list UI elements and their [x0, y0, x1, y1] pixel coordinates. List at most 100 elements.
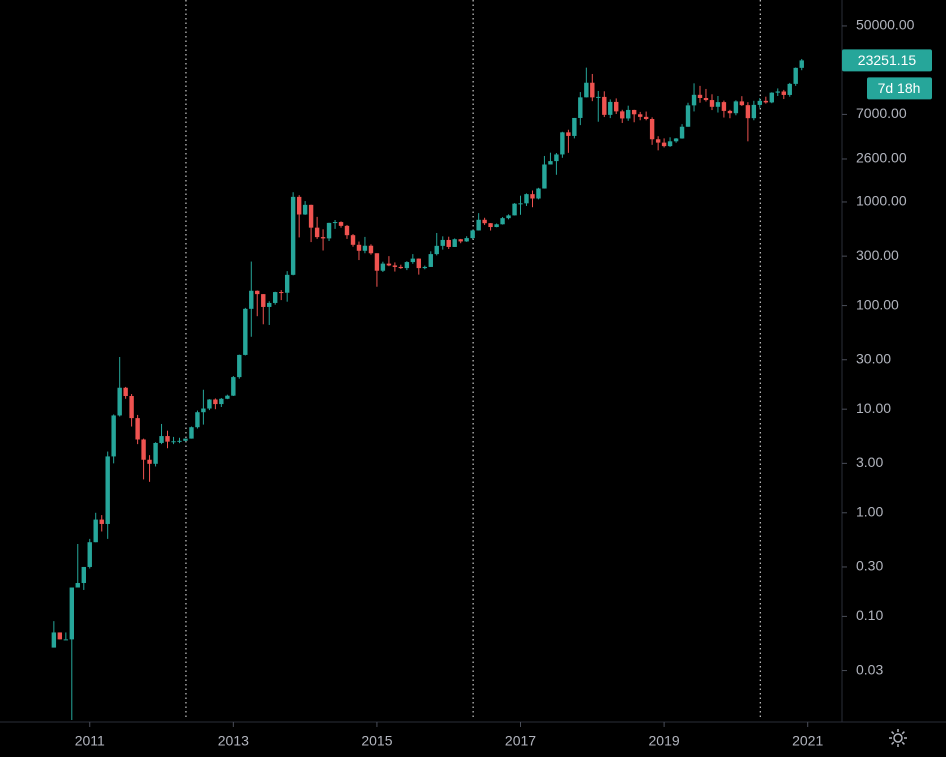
- candle-body: [434, 245, 439, 255]
- candle-body: [165, 436, 170, 442]
- candle-body: [566, 132, 571, 136]
- candle-body: [93, 519, 98, 543]
- candle-body: [308, 204, 314, 228]
- candle-body: [141, 439, 146, 460]
- y-tick-label: 7000.00: [856, 105, 907, 121]
- candle-body: [117, 387, 122, 416]
- gear-center: [893, 733, 903, 743]
- candle-body: [697, 94, 703, 99]
- x-tick-label: 2011: [75, 733, 105, 749]
- candle-body: [476, 219, 481, 231]
- y-tick-label: 0.03: [856, 661, 883, 677]
- candle-body: [153, 442, 158, 464]
- y-tick-label: 100.00: [856, 296, 899, 312]
- candle-body: [572, 117, 577, 136]
- candle-body: [69, 587, 74, 640]
- candle-body: [458, 239, 463, 242]
- candle-body: [560, 132, 565, 155]
- candle-body: [685, 105, 691, 127]
- candle-body: [709, 100, 715, 107]
- candle-body: [757, 100, 763, 105]
- candle-body: [763, 100, 769, 103]
- candle-body: [314, 227, 320, 238]
- candle-body: [249, 290, 254, 309]
- candle-body: [751, 104, 757, 119]
- candle-body: [159, 436, 164, 443]
- candle-body: [243, 308, 248, 355]
- y-tick-label: 3.00: [856, 454, 883, 470]
- candle-body: [279, 292, 284, 294]
- candle-body: [225, 395, 230, 399]
- candle-body: [177, 440, 182, 442]
- candle-body: [733, 101, 739, 114]
- candle-body: [398, 266, 404, 269]
- candle-body: [506, 215, 511, 219]
- y-tick-label: 10.00: [856, 400, 891, 416]
- candle-body: [679, 126, 685, 139]
- candle-body: [332, 222, 338, 224]
- candle-body: [470, 230, 475, 239]
- candle-body: [81, 566, 86, 584]
- candle-body: [482, 219, 487, 224]
- candle-body: [422, 266, 428, 269]
- x-tick-label: 2015: [361, 733, 392, 749]
- x-tick-label: 2019: [649, 733, 680, 749]
- candle-body: [302, 204, 308, 215]
- candle-body: [643, 116, 649, 120]
- candle-body: [267, 302, 272, 307]
- candle-body: [554, 154, 559, 162]
- candle-body: [255, 290, 260, 295]
- countdown-box: [867, 77, 932, 100]
- candle-body: [201, 408, 206, 413]
- candle-body: [219, 398, 224, 405]
- candle-body: [602, 96, 607, 115]
- candle-body: [608, 101, 613, 115]
- candle-body: [296, 196, 302, 215]
- candle-body: [703, 98, 709, 101]
- candle-body: [524, 194, 529, 204]
- candle-body: [99, 519, 104, 524]
- candle-body: [626, 109, 631, 119]
- y-tick-label: 0.30: [856, 558, 883, 574]
- candle-body: [129, 396, 134, 419]
- candle-body: [320, 237, 326, 239]
- candle-body: [512, 203, 517, 216]
- candles: [51, 58, 804, 720]
- candle-body: [147, 459, 152, 464]
- candle-body: [715, 102, 721, 107]
- candle-body: [272, 292, 278, 303]
- candle-body: [691, 94, 697, 106]
- candle-body: [584, 82, 589, 98]
- candle-body: [111, 415, 116, 457]
- candle-body: [105, 456, 110, 524]
- candle-body: [637, 114, 643, 117]
- y-tick-label: 1.00: [856, 503, 883, 519]
- candle-body: [410, 258, 416, 263]
- candle-body: [488, 223, 493, 228]
- candle-body: [769, 92, 774, 103]
- candle-body: [452, 239, 457, 247]
- candle-body: [428, 254, 433, 267]
- countdown-label: 7d 18h: [878, 80, 921, 96]
- candle-body: [745, 105, 751, 119]
- y-tick-label: 1000.00: [856, 193, 907, 209]
- candle-body: [284, 274, 290, 293]
- candle-body: [590, 82, 595, 98]
- gear-teeth: [889, 729, 907, 747]
- candle-body: [596, 96, 601, 98]
- candle-body: [673, 138, 679, 142]
- y-tick-label: 30.00: [856, 350, 891, 366]
- candle-body: [213, 399, 218, 405]
- candle-body: [63, 639, 69, 641]
- candle-body: [793, 67, 798, 84]
- candle-body: [416, 258, 421, 269]
- candle-body: [739, 101, 745, 106]
- candle-body: [338, 222, 344, 226]
- candle-body: [368, 245, 374, 254]
- candle-body: [620, 111, 625, 119]
- settings-icon[interactable]: [889, 729, 907, 747]
- candle-body: [51, 632, 57, 648]
- candle-body: [649, 119, 655, 140]
